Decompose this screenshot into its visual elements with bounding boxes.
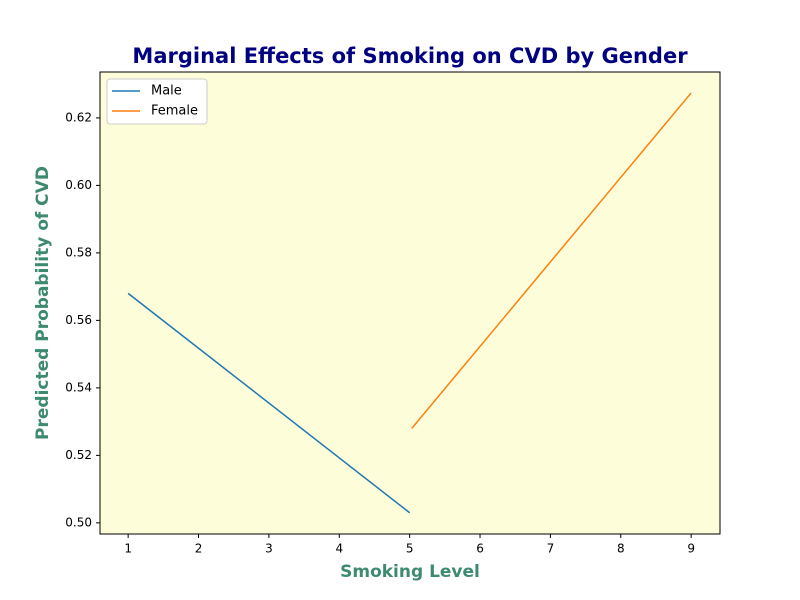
x-tick-label: 6 — [476, 542, 484, 556]
x-tick-label: 4 — [335, 542, 343, 556]
x-axis-label: Smoking Level — [340, 562, 480, 582]
x-tick-label: 8 — [617, 542, 625, 556]
legend-label: Male — [151, 84, 182, 99]
x-tick-label: 9 — [687, 542, 695, 556]
y-tick-label: 0.62 — [65, 110, 92, 124]
x-tick-label: 1 — [124, 542, 132, 556]
y-tick-label: 0.60 — [65, 178, 92, 192]
x-tick-label: 3 — [265, 542, 273, 556]
x-tick-label: 7 — [547, 542, 555, 556]
y-tick-label: 0.56 — [65, 313, 92, 327]
y-tick-label: 0.50 — [65, 515, 92, 529]
y-tick-label: 0.58 — [65, 245, 92, 259]
x-tick-label: 5 — [406, 542, 414, 556]
series-line — [411, 92, 692, 429]
y-tick-label: 0.52 — [65, 448, 92, 462]
y-axis-label: Predicted Probability of CVD — [33, 166, 53, 440]
chart-title: Marginal Effects of Smoking on CVD by Ge… — [132, 44, 688, 68]
plot-area — [99, 71, 721, 535]
x-tick-label: 2 — [195, 542, 203, 556]
legend-label: Female — [151, 104, 198, 119]
y-tick-label: 0.54 — [65, 380, 92, 394]
series-line — [127, 292, 411, 514]
